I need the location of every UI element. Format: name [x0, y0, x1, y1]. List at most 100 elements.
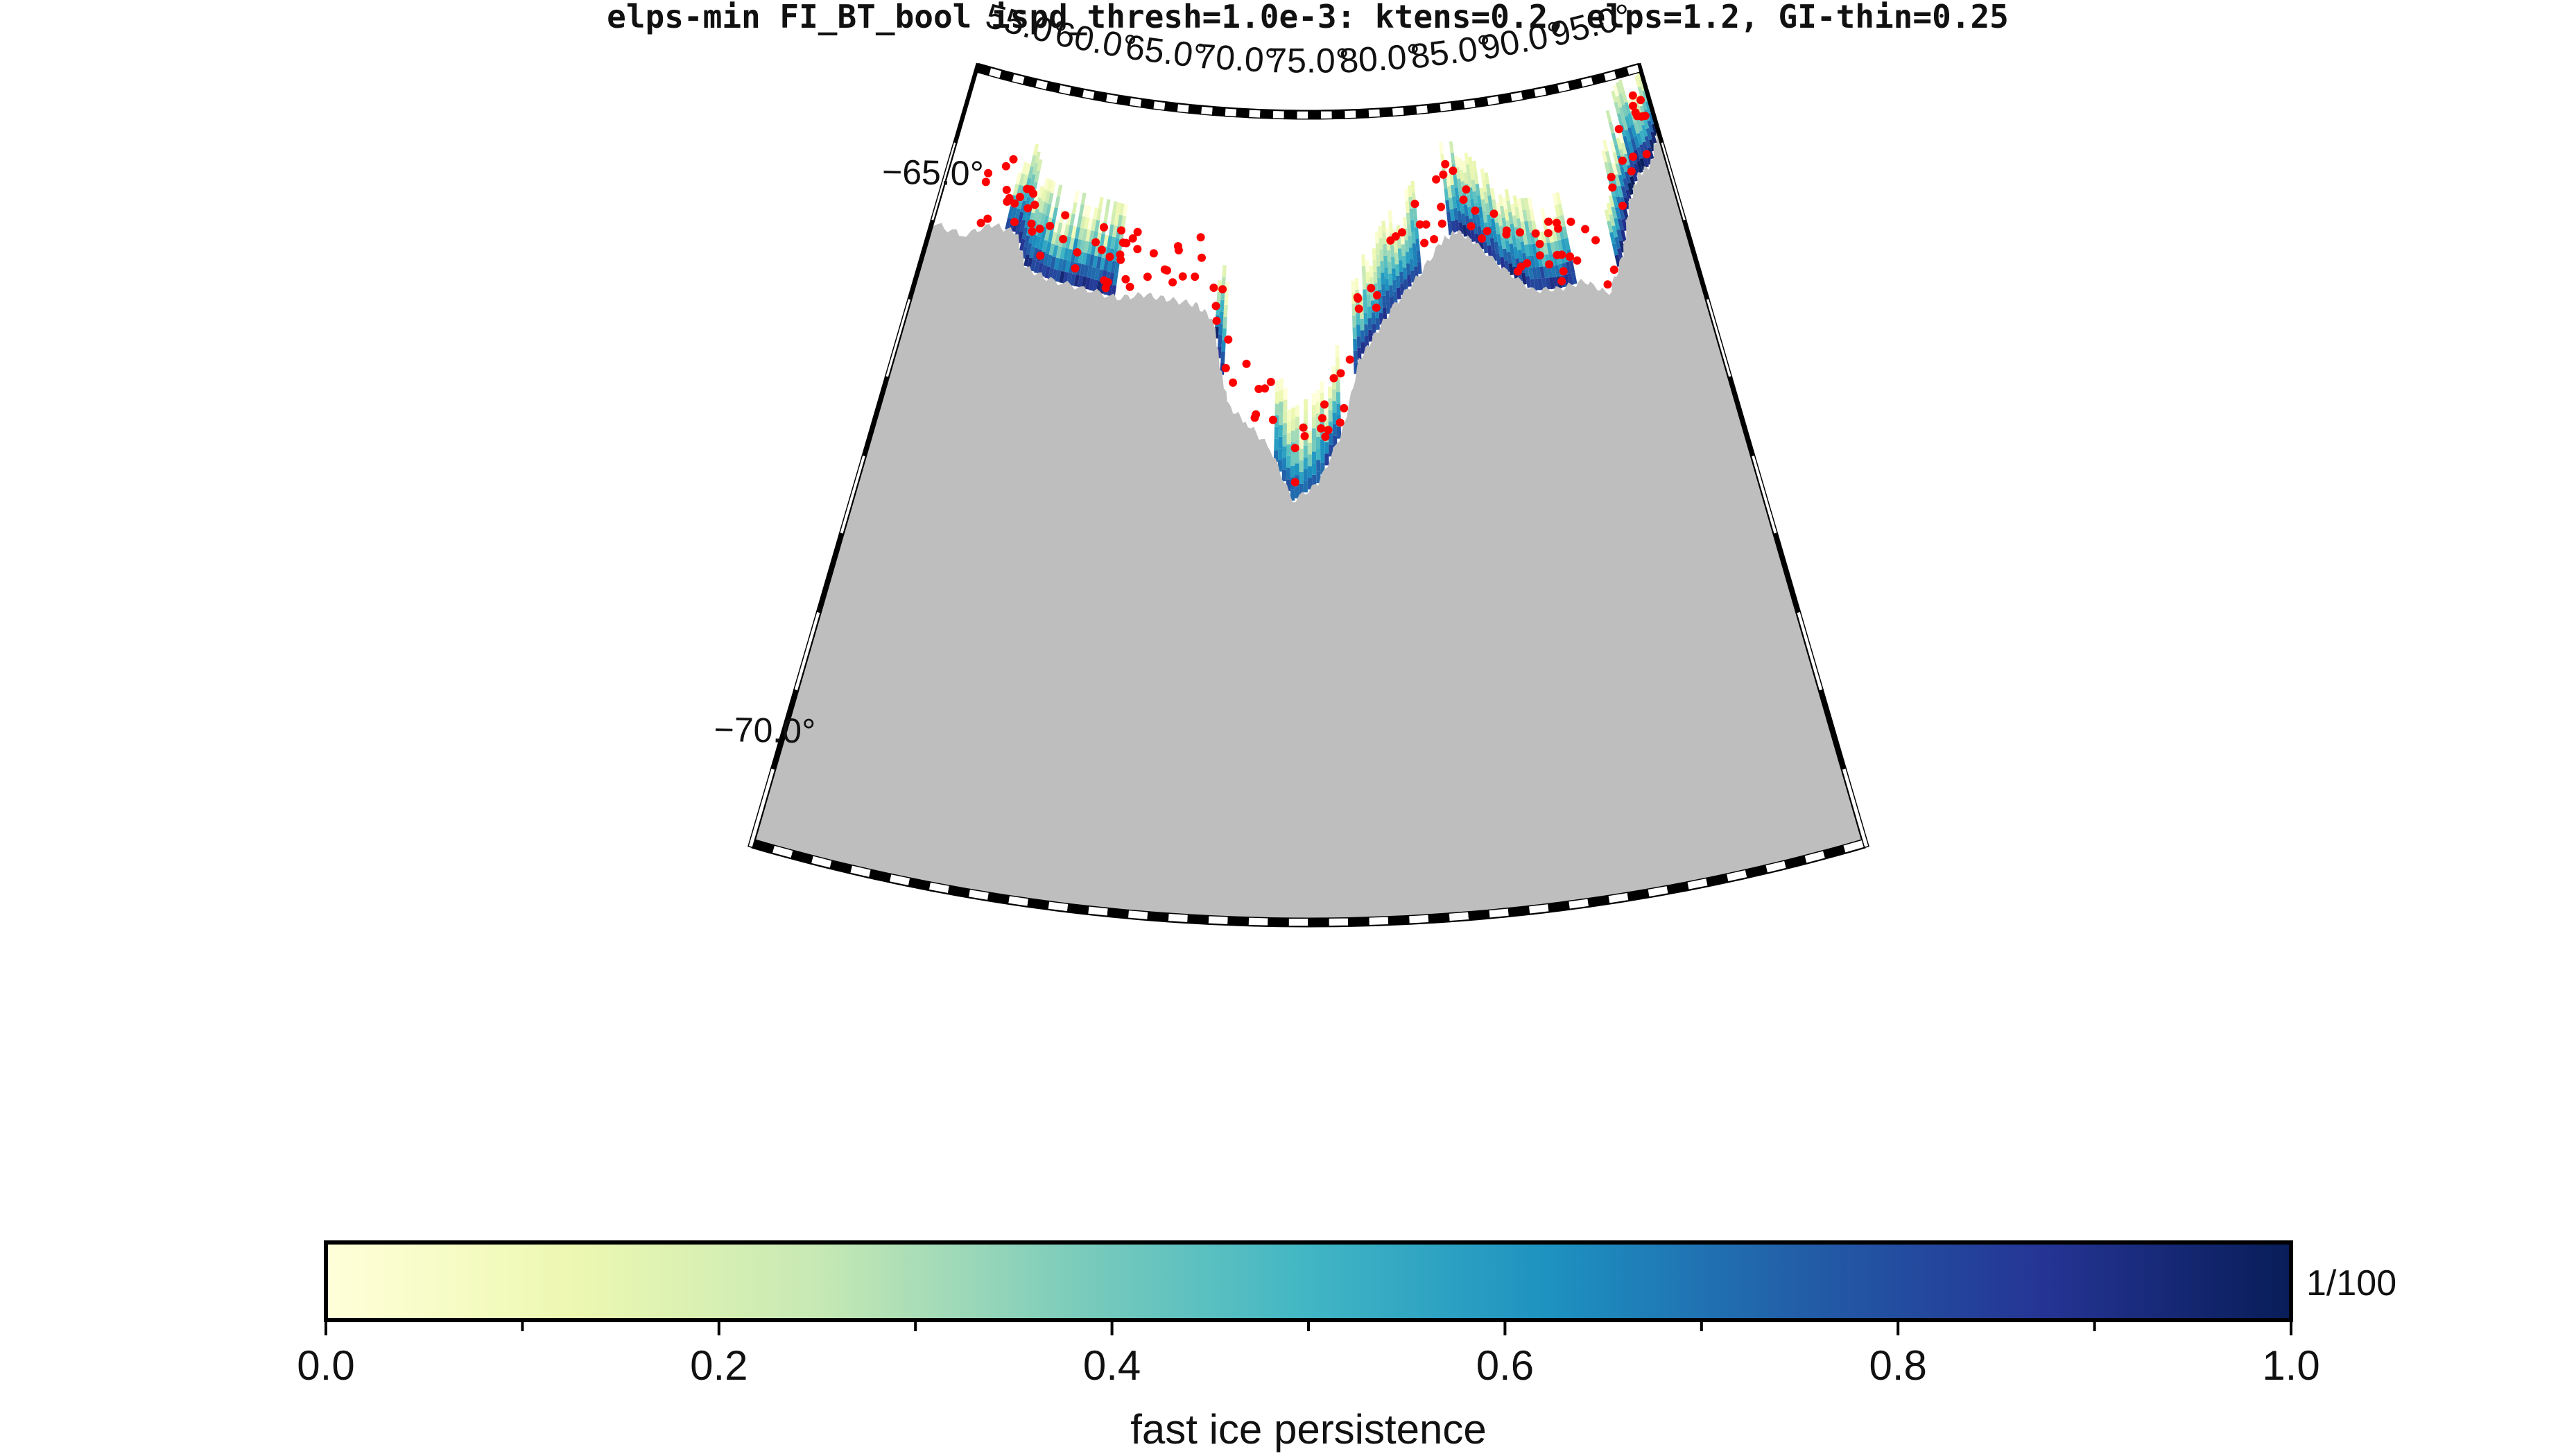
fast-ice-cell: [1532, 267, 1538, 279]
frame-segment: [1528, 903, 1550, 915]
fast-ice-cell: [1647, 147, 1654, 159]
grounded-iceberg-point: [1642, 150, 1651, 159]
fast-ice-cell: [1378, 226, 1383, 239]
fast-ice-cell: [1014, 208, 1021, 221]
fast-ice-cell: [1461, 213, 1467, 225]
fast-ice-cell: [1026, 243, 1032, 255]
fast-ice-cell: [1401, 256, 1407, 268]
frame-segment: [1167, 912, 1189, 924]
grounded-iceberg-point: [1441, 159, 1450, 168]
fast-ice-cell: [1554, 205, 1560, 217]
fast-ice-cell: [1052, 207, 1058, 220]
grounded-iceberg-point: [1009, 155, 1018, 164]
fast-ice-cell: [1044, 177, 1050, 190]
fast-ice-cell: [1087, 241, 1093, 254]
fast-ice-cell: [1517, 198, 1523, 211]
fast-ice-cell: [1623, 208, 1630, 220]
fast-ice-cell: [1051, 269, 1058, 281]
grounded-iceberg-point: [1459, 196, 1468, 205]
fast-ice-cell: [1356, 336, 1361, 348]
fast-ice-cell: [1282, 423, 1288, 435]
frame-segment: [1355, 109, 1369, 119]
fast-ice-cell: [1644, 135, 1651, 148]
fast-ice-cell: [1048, 268, 1054, 281]
fast-ice-cell: [1278, 425, 1283, 437]
fast-ice-cell: [1107, 236, 1113, 248]
fast-ice-cell: [1282, 446, 1287, 458]
fast-ice-cell: [1523, 198, 1530, 210]
fast-ice-cell: [1045, 204, 1052, 216]
fast-ice-cell: [1092, 279, 1098, 292]
fast-ice-cell: [1019, 173, 1026, 186]
fast-ice-cell: [1612, 196, 1618, 208]
fast-ice-cell: [1557, 240, 1564, 252]
fast-ice-cell: [1634, 75, 1641, 88]
grounded-iceberg-point: [1628, 91, 1637, 100]
fast-ice-cell: [1410, 220, 1415, 232]
grounded-iceberg-point: [1627, 167, 1636, 176]
fast-ice-cell: [1351, 280, 1356, 293]
fast-ice-cell: [1365, 260, 1369, 272]
fast-ice-cell: [1612, 225, 1618, 238]
frame-segment: [1066, 903, 1089, 915]
fast-ice-cell: [1275, 380, 1280, 392]
fast-ice-cell: [1303, 446, 1308, 458]
fast-ice-cell: [1550, 265, 1557, 278]
fast-ice-cell: [1614, 174, 1621, 187]
fast-ice-cell: [1524, 244, 1530, 257]
fast-ice-cell: [1497, 214, 1503, 227]
fast-ice-cell: [1559, 215, 1566, 227]
fast-ice-cell: [1328, 398, 1333, 410]
frame-segment: [1187, 914, 1209, 925]
fast-ice-cell: [1360, 318, 1365, 331]
fast-ice-cell: [1453, 175, 1458, 188]
fast-ice-cell: [1546, 266, 1553, 278]
fast-ice-cell: [1295, 486, 1299, 499]
fast-ice-cell: [1394, 252, 1399, 265]
grounded-iceberg-point: [1437, 219, 1446, 228]
grounded-iceberg-point: [1221, 363, 1230, 372]
fast-ice-cell: [1031, 234, 1038, 248]
fast-ice-cell: [1630, 138, 1637, 150]
fast-ice-cell: [1623, 135, 1630, 148]
colorbar-ticks: 0.0 0.2 0.4 0.6 0.8 1.0: [297, 1320, 2320, 1389]
frame-segment: [748, 767, 776, 849]
colorbar-gradient: [324, 1240, 2293, 1322]
fast-ice-cell: [1315, 390, 1320, 402]
fast-ice-cell: [1462, 160, 1467, 173]
fast-ice-cell: [1060, 223, 1066, 236]
grounded-iceberg-point: [1410, 200, 1419, 208]
fast-ice-cell: [1472, 160, 1478, 173]
fast-ice-cell: [1616, 82, 1622, 94]
fast-ice-cell: [1617, 218, 1624, 231]
fast-ice-cell: [1642, 155, 1649, 168]
grounded-iceberg-point: [1321, 433, 1330, 441]
frame-segment: [1105, 93, 1119, 105]
fast-ice-cell: [1498, 194, 1504, 207]
grounded-iceberg-point: [1212, 316, 1221, 325]
fast-ice-cell: [1035, 236, 1042, 249]
fast-ice-cell: [1332, 413, 1337, 424]
fast-ice-cell: [1274, 438, 1279, 451]
fast-ice-cell: [1287, 409, 1292, 422]
fast-ice-cell: [1453, 207, 1458, 220]
grounded-iceberg-point: [1299, 423, 1308, 432]
fast-ice-cell: [1399, 271, 1404, 284]
fast-ice-cell: [1410, 180, 1415, 193]
frame-segment: [1288, 917, 1309, 927]
fast-ice-cell: [1513, 246, 1519, 259]
fast-ice-cell: [1414, 227, 1419, 239]
fast-ice-cell: [1554, 265, 1561, 277]
grounded-iceberg-point: [1254, 385, 1263, 393]
fast-ice-cell: [1611, 206, 1618, 219]
fast-ice-cell: [1114, 261, 1120, 275]
fast-ice-cell: [1439, 142, 1444, 155]
fast-ice-cell: [1303, 469, 1308, 481]
fast-ice-cell: [1476, 195, 1482, 207]
fast-ice-cell: [1616, 113, 1623, 125]
grounded-iceberg-point: [1340, 404, 1349, 413]
fast-ice-cell: [1618, 207, 1625, 220]
fast-ice-cell: [1401, 244, 1406, 257]
fast-ice-cell: [1608, 121, 1615, 134]
